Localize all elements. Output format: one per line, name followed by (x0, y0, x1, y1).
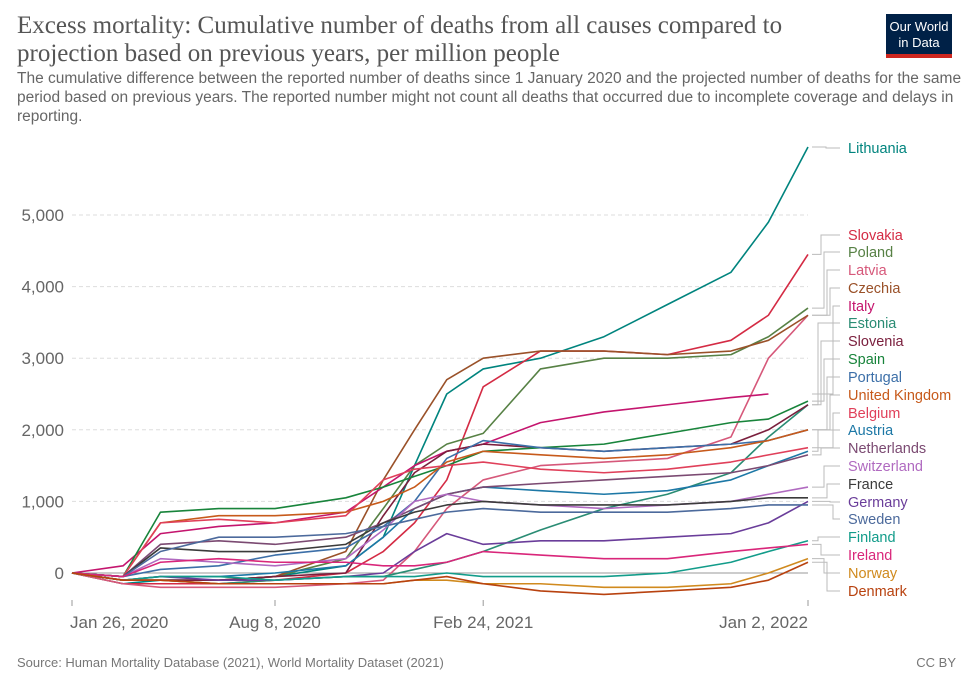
legend-label: Portugal (848, 370, 902, 386)
legend-connector (812, 504, 840, 520)
legend-label: Denmark (848, 584, 908, 600)
legend-connector (812, 251, 840, 309)
legend-label: Latvia (848, 263, 888, 279)
legend-label: Czechia (848, 281, 901, 297)
legend-connector (812, 234, 840, 255)
source-note[interactable]: Source: Human Mortality Database (2021),… (17, 655, 444, 670)
y-tick-label: 4,000 (21, 278, 64, 297)
legend-label: Ireland (848, 548, 892, 564)
x-tick-label: Jan 26, 2020 (70, 613, 168, 632)
series-line-portugal (71, 429, 809, 578)
legend-label: Germany (848, 495, 908, 511)
legend-connector (812, 376, 840, 431)
legend-connector (812, 322, 840, 406)
y-tick-label: 1,000 (21, 492, 64, 511)
legend-label: Switzerland (848, 459, 923, 475)
legend-label: Poland (848, 245, 893, 261)
x-tick-label: Aug 8, 2020 (229, 613, 321, 632)
series-line-italy (71, 393, 769, 574)
legend-label: Norway (848, 566, 898, 582)
series-line-sweden (71, 504, 808, 578)
legend-connector (812, 561, 840, 592)
legend-connector (812, 500, 840, 503)
legend-label: Finland (848, 530, 896, 546)
y-tick-label: 5,000 (21, 206, 64, 225)
chart-subtitle: The cumulative difference between the re… (17, 70, 962, 125)
legend-label: France (848, 477, 893, 493)
legend-label: Estonia (848, 316, 897, 332)
legend-connector (812, 340, 840, 406)
legend-connector (812, 483, 840, 499)
chart-title: Excess mortality: Cumulative number of d… (17, 12, 783, 67)
series-line-slovakia (71, 253, 809, 585)
legend-label: Slovenia (848, 334, 905, 350)
series-line-netherlands (71, 454, 809, 578)
y-tick-label: 0 (55, 564, 64, 583)
series-line-united-kingdom (71, 429, 809, 578)
legend-connector (812, 305, 840, 395)
legend-label: Netherlands (848, 441, 926, 457)
license[interactable]: CC BY (916, 655, 956, 670)
x-tick-label: Jan 2, 2022 (719, 613, 808, 632)
series-line-slovenia (71, 404, 809, 581)
owid-logo[interactable]: Our World in Data (886, 14, 952, 58)
series-line-finland (71, 540, 809, 581)
logo-line2: in Data (898, 35, 940, 50)
series-line-latvia (71, 314, 809, 589)
legend-label: Belgium (848, 406, 900, 422)
legend-connector (812, 536, 840, 542)
series-line-france (71, 497, 808, 578)
legend-connector (812, 429, 840, 452)
series-line-spain (71, 400, 809, 578)
series-line-ireland (71, 543, 809, 578)
legend-label: Slovakia (848, 228, 904, 244)
legend-connector (812, 358, 840, 402)
series-line-germany (71, 500, 809, 581)
y-tick-label: 3,000 (21, 349, 64, 368)
x-tick-label: Feb 24, 2021 (433, 613, 533, 632)
legend-label: Lithuania (848, 141, 908, 157)
legend-connector (812, 287, 840, 316)
legend-connector (812, 447, 840, 456)
legend-label: Italy (848, 299, 875, 315)
legend-label: Austria (848, 423, 894, 439)
legend-connector (812, 146, 840, 149)
series-line-belgium (71, 446, 809, 578)
series-line-estonia (71, 404, 809, 585)
logo-line1: Our World (889, 19, 949, 34)
legend-label: Sweden (848, 512, 900, 528)
legend-connector (812, 543, 840, 556)
legend-connector (812, 558, 840, 574)
series-line-poland (71, 307, 809, 581)
legend-connector (812, 465, 840, 488)
y-tick-label: 2,000 (21, 421, 64, 440)
legend-connector (812, 394, 840, 431)
legend-label: United Kingdom (848, 388, 951, 404)
legend-label: Spain (848, 352, 885, 368)
series-line-denmark (71, 561, 809, 596)
